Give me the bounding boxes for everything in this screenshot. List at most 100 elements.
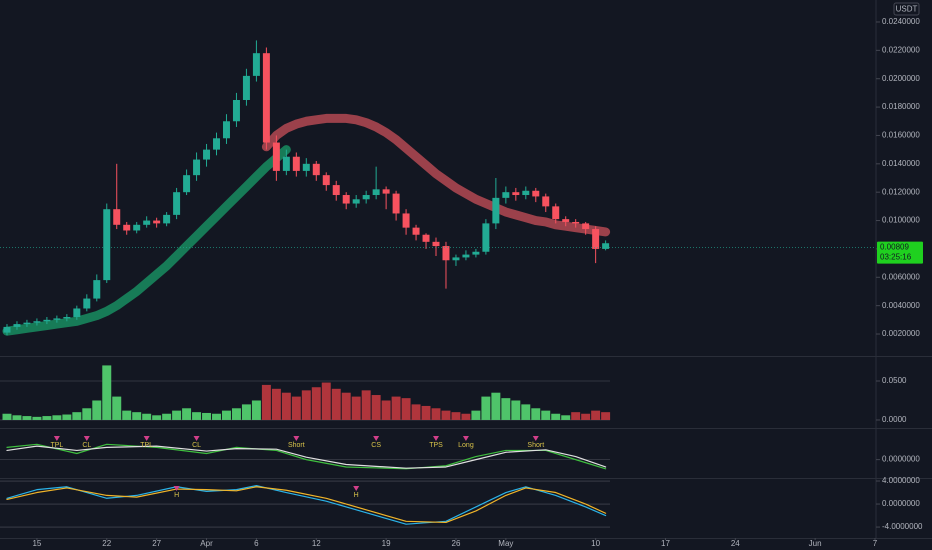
bar xyxy=(601,412,611,420)
candle-body xyxy=(213,138,220,150)
bar xyxy=(391,396,401,420)
bar xyxy=(212,413,221,420)
candle-body xyxy=(552,206,560,220)
bar xyxy=(411,404,421,420)
bar xyxy=(341,392,351,420)
candle-body xyxy=(472,251,480,255)
bar xyxy=(231,408,241,420)
candle-body xyxy=(153,220,161,224)
bar xyxy=(32,416,42,420)
currency-box xyxy=(893,2,920,16)
annotation-marker xyxy=(143,436,150,441)
bar xyxy=(501,398,511,420)
candle-body xyxy=(562,219,570,222)
candle-body xyxy=(392,193,400,214)
annotation: CL xyxy=(82,442,91,449)
annotation-marker xyxy=(193,436,200,441)
y-tick-label: 0.0180000 xyxy=(882,102,920,111)
bar xyxy=(321,382,331,420)
bar xyxy=(451,412,461,420)
x-tick-label: 19 xyxy=(382,539,391,548)
y-tick-label: 0.0100000 xyxy=(882,216,920,225)
candle-body xyxy=(232,99,240,122)
bar xyxy=(271,388,281,420)
bar xyxy=(182,408,192,420)
bar xyxy=(241,404,251,420)
annotation: Short xyxy=(527,442,544,449)
y-tick-label: 0.0020000 xyxy=(882,329,920,338)
candle-body xyxy=(402,213,410,228)
y-tick-label: 0.0160000 xyxy=(882,131,920,140)
candle-body xyxy=(462,254,470,258)
candle-body xyxy=(53,318,61,320)
candle-body xyxy=(332,185,340,196)
candle-body xyxy=(33,321,41,323)
bar xyxy=(461,413,471,420)
candle-body xyxy=(133,224,141,231)
candle-body xyxy=(113,209,121,225)
candle-body xyxy=(322,175,330,186)
price-label: 0.00809 xyxy=(880,243,909,252)
y-tick-label: 0.0200000 xyxy=(882,74,920,83)
x-tick-label: 12 xyxy=(312,539,321,548)
x-tick-label: Jun xyxy=(809,539,822,548)
line xyxy=(6,486,607,524)
bar xyxy=(431,408,441,420)
annotation: H xyxy=(174,492,179,499)
bar xyxy=(471,410,481,420)
annotation-marker xyxy=(462,436,469,441)
bar xyxy=(82,408,92,420)
line xyxy=(2,145,291,336)
annotation: CL xyxy=(192,442,201,449)
candle-body xyxy=(123,224,131,231)
candle-body xyxy=(592,229,600,249)
x-tick-label: 26 xyxy=(452,539,461,548)
annotation-marker xyxy=(353,486,360,491)
bar xyxy=(361,390,371,420)
candle-body xyxy=(422,234,430,242)
bar xyxy=(441,410,451,420)
bar xyxy=(421,405,431,420)
candle-body xyxy=(452,257,460,261)
annotation: Short xyxy=(288,442,305,449)
bar xyxy=(92,400,102,420)
y-tick-label: -4.0000000 xyxy=(882,522,923,531)
candle-body xyxy=(412,227,420,235)
bar xyxy=(152,415,162,420)
annotation-marker xyxy=(293,436,300,441)
bar xyxy=(401,398,411,420)
bar xyxy=(202,412,212,420)
candle-body xyxy=(272,142,280,171)
y-tick-label: 0.0040000 xyxy=(882,301,920,310)
x-tick-label: 6 xyxy=(254,539,259,548)
candle-body xyxy=(43,319,51,322)
y-tick-label: 0.0240000 xyxy=(882,17,920,26)
x-tick-label: 24 xyxy=(731,539,740,548)
countdown: 03:25:16 xyxy=(880,253,912,262)
candle-body xyxy=(252,53,260,76)
y-tick-label: 0.0500 xyxy=(882,376,907,385)
bar xyxy=(172,410,182,420)
bar xyxy=(511,400,521,420)
annotation-marker xyxy=(433,436,440,441)
candle-body xyxy=(512,192,520,196)
bar xyxy=(381,400,391,420)
candle-body xyxy=(93,280,101,299)
bar xyxy=(112,396,122,420)
bar xyxy=(531,408,541,420)
bar xyxy=(62,414,72,420)
annotation-marker xyxy=(532,436,539,441)
bar xyxy=(72,412,82,420)
y-tick-label: 0.0000 xyxy=(882,415,907,424)
x-tick-label: 17 xyxy=(661,539,670,548)
line xyxy=(6,445,607,469)
annotation-marker xyxy=(173,486,180,491)
price-label-box xyxy=(877,241,923,264)
bar xyxy=(12,415,22,420)
candle-body xyxy=(352,199,360,204)
x-tick-label: 15 xyxy=(32,539,41,548)
bar xyxy=(22,416,32,420)
candle-body xyxy=(163,214,171,224)
annotation-marker xyxy=(373,436,380,441)
